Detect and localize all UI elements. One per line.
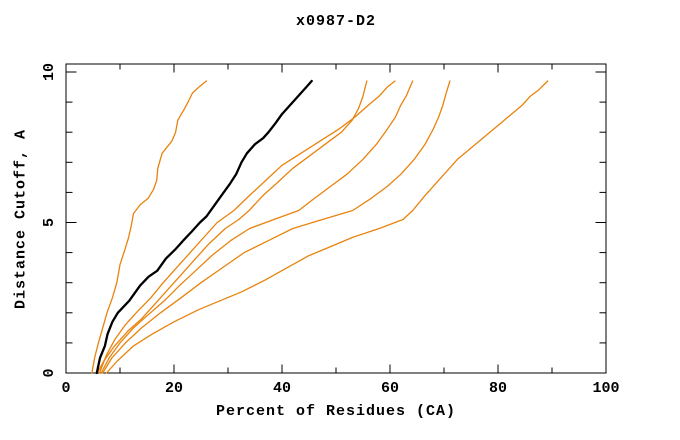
y-tick-label: 5 [41,218,58,227]
x-tick-label: 20 [165,380,183,397]
x-tick-label: 80 [489,380,507,397]
curve-orange-model-1 [91,80,208,374]
x-tick-label: 60 [381,380,399,397]
curve-orange-model-6 [105,80,549,374]
y-tick-label: 10 [41,63,58,81]
y-axis-label: Distance Cutoff, A [12,128,30,310]
curve-black-model [95,79,313,375]
x-tick-label: 100 [592,380,619,397]
x-tick-label: 40 [273,380,291,397]
curve-orange-model-2 [96,80,368,374]
curve-orange-model-3 [98,80,396,374]
y-tick-label: 0 [41,368,58,377]
plot-frame [65,63,607,374]
x-tick-label: 0 [61,380,70,397]
plot-title: x0987-D2 [295,13,376,30]
curve-orange-model-4 [100,80,414,374]
x-axis-label: Percent of Residues (CA) [215,403,457,420]
curve-orange-model-5 [102,80,451,374]
